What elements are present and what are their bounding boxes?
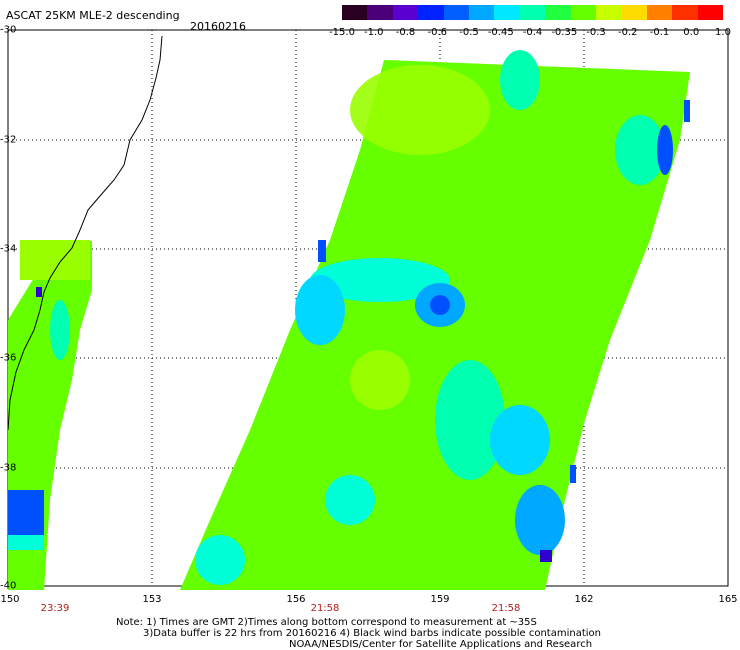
longitude-label: 153 bbox=[142, 594, 162, 605]
longitude-label: 159 bbox=[430, 594, 450, 605]
colorbar-swatch bbox=[418, 5, 444, 20]
swath-time-label: 21:58 bbox=[491, 603, 521, 614]
latitude-label: -36 bbox=[0, 352, 17, 364]
colorbar-swatch bbox=[621, 5, 647, 20]
note-line-2: 3)Data buffer is 22 hrs from 20160216 4)… bbox=[143, 628, 601, 639]
latitude-label: -34 bbox=[0, 243, 17, 255]
colorbar-swatch bbox=[494, 5, 520, 20]
latitude-label: -30 bbox=[0, 24, 17, 36]
colorbar-tick-label: -0.5 bbox=[459, 27, 479, 38]
colorbar-tick-label: -15.0 bbox=[329, 27, 355, 38]
swath-time-label: 21:58 bbox=[310, 603, 340, 614]
colorbar-tick-label: -0.8 bbox=[395, 27, 416, 38]
colorbar-swatch bbox=[469, 5, 495, 20]
swath-time-label: 23:39 bbox=[40, 603, 70, 614]
longitude-label: 165 bbox=[718, 594, 738, 605]
colorbar-swatch bbox=[367, 5, 393, 20]
longitude-label: 162 bbox=[574, 594, 594, 605]
colorbar-swatch bbox=[672, 5, 698, 20]
colorbar-swatch bbox=[697, 5, 724, 20]
colorbar-swatch bbox=[570, 5, 597, 20]
colorbar bbox=[342, 5, 724, 20]
longitude-label: 156 bbox=[286, 594, 306, 605]
colorbar-swatch bbox=[392, 5, 419, 20]
colorbar-tick-label: -0.4 bbox=[522, 27, 543, 38]
note-line-3: NOAA/NESDIS/Center for Satellite Applica… bbox=[289, 639, 593, 650]
latitude-label: -32 bbox=[0, 134, 17, 146]
colorbar-swatch bbox=[646, 5, 673, 20]
colorbar-swatch bbox=[519, 5, 546, 20]
colorbar-tick-label: 1.0 bbox=[715, 27, 731, 38]
colorbar-swatch bbox=[545, 5, 571, 20]
colorbar-tick-label: -1.0 bbox=[363, 27, 384, 38]
colorbar-tick-label: -0.1 bbox=[649, 27, 670, 38]
swath-texture bbox=[8, 50, 690, 585]
colorbar-tick-label: -0.35 bbox=[551, 27, 578, 38]
latitude-label: -40 bbox=[0, 580, 17, 592]
colorbar-tick-label: 0.0 bbox=[683, 27, 700, 38]
latitude-label: -38 bbox=[0, 462, 17, 474]
colorbar-tick-label: -0.45 bbox=[487, 27, 514, 38]
colorbar-tick-label: -0.3 bbox=[586, 27, 606, 38]
colorbar-swatch bbox=[443, 5, 470, 20]
colorbar-swatch bbox=[596, 5, 622, 20]
map-date: 20160216 bbox=[190, 20, 246, 33]
map-title: ASCAT 25KM MLE-2 descending bbox=[6, 9, 180, 22]
colorbar-tick-label: -0.2 bbox=[617, 27, 638, 38]
colorbar-swatch bbox=[342, 5, 368, 20]
longitude-label: 150 bbox=[0, 594, 20, 605]
note-line-1: Note: 1) Times are GMT 2)Times along bot… bbox=[116, 617, 537, 628]
colorbar-tick-label: -0.6 bbox=[427, 27, 448, 38]
coastline bbox=[7, 35, 163, 431]
